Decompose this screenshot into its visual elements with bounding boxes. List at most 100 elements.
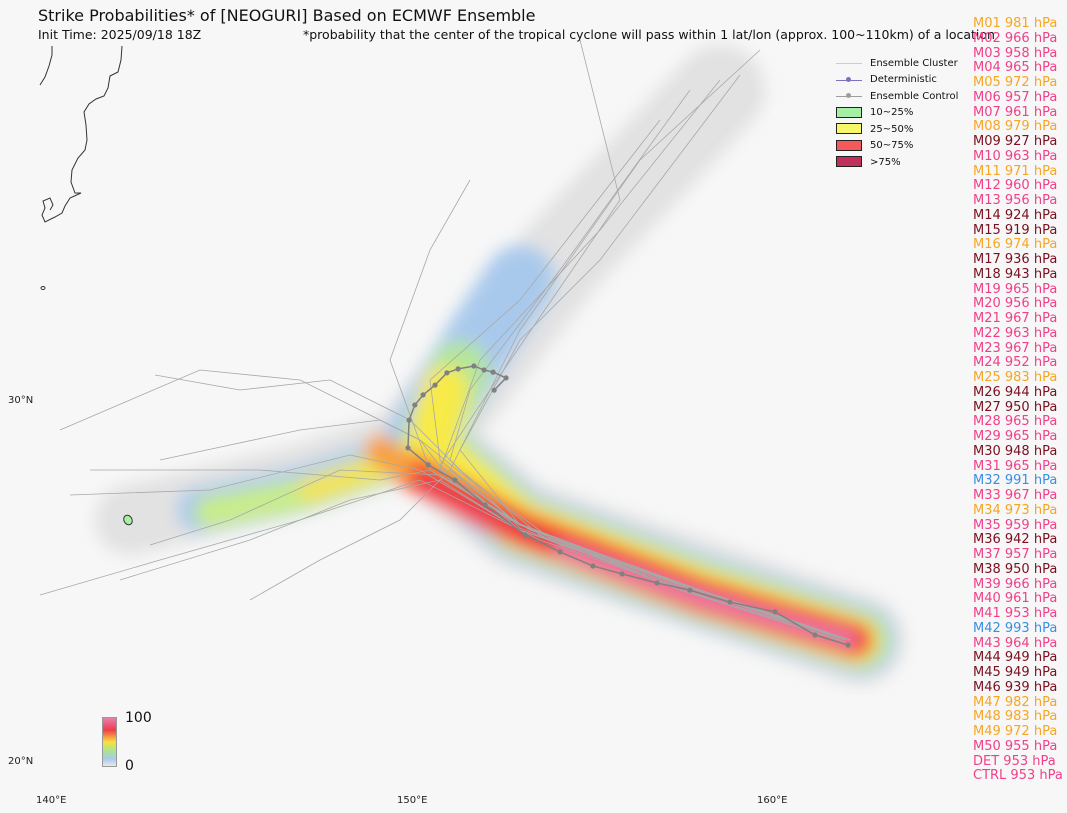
member-pressure-item: M49 972 hPa: [973, 724, 1058, 739]
legend-label: >75%: [870, 156, 901, 168]
member-pressure-item: M01 981 hPa: [973, 16, 1058, 31]
legend-label: 10~25%: [870, 107, 914, 119]
member-pressure-item: M30 948 hPa: [973, 443, 1058, 459]
legend-label: Ensemble Cluster: [870, 57, 958, 69]
member-pressure-item: M21 967 hPa: [973, 311, 1058, 326]
control-track-point: [727, 599, 733, 605]
member-pressure-item: M07 961 hPa: [973, 104, 1058, 120]
control-track-point: [557, 549, 563, 555]
legend-10-25: 10~25%: [836, 105, 958, 122]
member-pressure-item: M37 957 hPa: [973, 547, 1058, 562]
legend-over-75: >75%: [836, 154, 958, 171]
control-track-point: [687, 587, 693, 593]
member-pressure-list: M01 981 hPa M02 966 hPa M03 958 hPa M04 965…: [973, 16, 1063, 784]
control-track-point: [812, 632, 818, 638]
colorbar-max: 100: [125, 710, 152, 726]
member-pressure-item: M45 949 hPa: [973, 665, 1058, 680]
control-track-point: [444, 370, 450, 376]
chart-title: Strike Probabilities* of [NEOGURI] Based…: [38, 6, 536, 25]
member-pressure-item: M05 972 hPa: [973, 75, 1058, 90]
control-track-point: [432, 382, 438, 388]
legend-25-50: 25~50%: [836, 121, 958, 138]
member-pressure-item: M44 949 hPa: [973, 650, 1058, 666]
member-pressure-item: M32 991 hPa: [973, 473, 1058, 489]
control-track-point: [481, 367, 487, 373]
member-pressure-item: M23 967 hPa: [973, 340, 1058, 356]
member-pressure-item: M04 965 hPa: [973, 60, 1058, 76]
control-track-point: [772, 609, 778, 615]
member-pressure-item: M25 983 hPa: [973, 370, 1058, 385]
ensemble-control-track: [405, 363, 851, 648]
strike-probability-map: [39, 39, 905, 685]
control-track-point: [412, 402, 418, 408]
member-pressure-item: M26 944 hPa: [973, 384, 1058, 400]
member-pressure-item: M39 966 hPa: [973, 576, 1058, 592]
island: [123, 514, 133, 526]
colorbar: [102, 717, 117, 767]
member-pressure-item: M40 961 hPa: [973, 591, 1058, 607]
member-pressure-item: M36 942 hPa: [973, 532, 1058, 548]
control-track-point: [452, 477, 458, 483]
member-pressure-item: M38 950 hPa: [973, 561, 1058, 577]
member-pressure-item: M03 958 hPa: [973, 45, 1058, 61]
control-track-point: [490, 369, 496, 375]
control-track-point: [522, 532, 528, 538]
member-pressure-item: M27 950 hPa: [973, 399, 1058, 415]
member-pressure-item: M43 964 hPa: [973, 635, 1058, 651]
control-track-point: [406, 417, 412, 423]
lat-label-20: 20°N: [8, 756, 34, 767]
member-pressure-item: M19 965 hPa: [973, 281, 1058, 297]
member-pressure-item: M41 953 hPa: [973, 606, 1058, 621]
legend-ensemble-cluster: Ensemble Cluster: [836, 55, 958, 72]
legend: Ensemble Cluster Deterministic Ensemble …: [836, 55, 958, 171]
legend-label: 25~50%: [870, 123, 914, 135]
member-pressure-item: M24 952 hPa: [973, 355, 1058, 371]
member-pressure-item: M48 983 hPa: [973, 709, 1058, 725]
member-pressure-item: M18 943 hPa: [973, 266, 1058, 282]
member-pressure-item: CTRL 953 hPa: [973, 768, 1063, 784]
control-track-point: [425, 462, 431, 468]
member-pressure-item: M35 959 hPa: [973, 517, 1058, 533]
member-pressure-item: M12 960 hPa: [973, 178, 1058, 194]
control-track-point: [590, 563, 596, 569]
control-track-point: [503, 375, 509, 381]
control-track-point: [654, 580, 660, 586]
member-pressure-item: M16 974 hPa: [973, 237, 1058, 253]
legend-label: 50~75%: [870, 140, 914, 152]
member-pressure-item: M14 924 hPa: [973, 207, 1058, 223]
control-track-point: [471, 363, 477, 369]
member-pressure-item: M08 979 hPa: [973, 119, 1058, 135]
legend-50-75: 50~75%: [836, 138, 958, 155]
member-pressure-item: M29 965 hPa: [973, 429, 1058, 444]
member-pressure-item: M02 966 hPa: [973, 30, 1058, 46]
member-pressure-item: M09 927 hPa: [973, 134, 1058, 149]
member-pressure-item: M31 965 hPa: [973, 458, 1058, 474]
legend-deterministic: Deterministic: [836, 72, 958, 89]
member-pressure-item: M34 973 hPa: [973, 502, 1058, 518]
member-pressure-item: M17 936 hPa: [973, 252, 1058, 267]
ensemble-cluster-tracks: [39, 39, 851, 643]
control-track-point: [491, 387, 497, 393]
legend-label: Deterministic: [870, 74, 937, 86]
member-pressure-item: M47 982 hPa: [973, 694, 1058, 710]
control-track-point: [482, 502, 488, 508]
member-pressure-item: DET 953 hPa: [973, 753, 1056, 769]
member-pressure-item: M42 993 hPa: [973, 620, 1058, 636]
lon-label-150: 150°E: [397, 795, 428, 806]
lon-label-140: 140°E: [36, 795, 67, 806]
init-time: Init Time: 2025/09/18 18Z: [38, 27, 202, 42]
member-pressure-item: M10 963 hPa: [973, 148, 1058, 164]
member-pressure-item: M13 956 hPa: [973, 193, 1058, 208]
member-pressure-item: M28 965 hPa: [973, 414, 1058, 430]
member-pressure-item: M33 967 hPa: [973, 488, 1058, 503]
member-pressure-item: M20 956 hPa: [973, 296, 1058, 312]
lat-label-30: 30°N: [8, 395, 34, 406]
control-track-point: [455, 366, 461, 372]
legend-label: Ensemble Control: [870, 90, 959, 102]
coastline: [39, 45, 133, 526]
control-track-point: [405, 445, 411, 451]
colorbar-min: 0: [125, 758, 134, 774]
lon-label-160: 160°E: [757, 795, 788, 806]
member-pressure-item: M06 957 hPa: [973, 89, 1058, 105]
control-track-point: [619, 571, 625, 577]
